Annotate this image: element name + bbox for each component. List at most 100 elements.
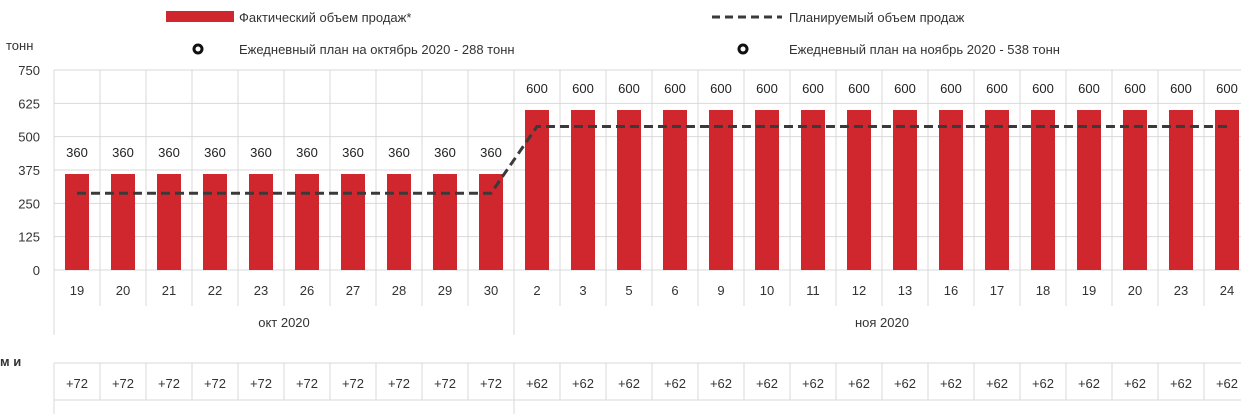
x-tick-label: 29 [438,283,452,298]
x-tick-label: 3 [579,283,586,298]
bar [1123,110,1147,270]
bar [1215,110,1239,270]
x-tick-label: 21 [162,283,176,298]
data-label: 600 [526,81,548,96]
data-label: 360 [388,145,410,160]
diff-value: +62 [664,376,686,391]
data-label: 600 [1170,81,1192,96]
data-label: 600 [802,81,824,96]
x-tick-label: 11 [806,283,820,298]
data-label: 600 [756,81,778,96]
y-tick-label: 750 [18,63,40,78]
data-label: 600 [1078,81,1100,96]
data-label: 360 [250,145,272,160]
bar [1031,110,1055,270]
data-label: 360 [342,145,364,160]
bar [295,174,319,270]
x-tick-label: 24 [1220,283,1234,298]
diff-value: +72 [66,376,88,391]
x-tick-label: 28 [392,283,406,298]
x-tick-label: 27 [346,283,360,298]
data-label: 600 [618,81,640,96]
diff-value: +62 [1078,376,1100,391]
x-tick-label: 19 [1082,283,1096,298]
diff-row: +72 +72 +72 +72 +72 +72 +72 +72 +72 +72 +62 +62 +62 +… [66,376,1238,391]
diff-value: +62 [940,376,962,391]
legend-planned-label: Планируемый объем продаж [789,10,965,25]
lower-section-label: м и [0,354,21,369]
x-tick-label: 19 [70,283,84,298]
grid [53,69,1241,414]
data-labels: 360 360 360 360 360 360 360 360 360 360 600 600 600 6… [66,81,1238,160]
legend-nov-plan-label: Ежедневный план на ноябрь 2020 - 538 тон… [789,42,1060,57]
diff-value: +72 [250,376,272,391]
bar [939,110,963,270]
bar [709,110,733,270]
bar [663,110,687,270]
bar [111,174,135,270]
bar [387,174,411,270]
y-tick-label: 375 [18,163,40,178]
y-tick-label: 625 [18,96,40,111]
data-label: 600 [1216,81,1238,96]
bar [571,110,595,270]
bar [847,110,871,270]
diff-value: +62 [1170,376,1192,391]
x-tick-label: 5 [625,283,632,298]
x-tick-label: 6 [671,283,678,298]
diff-value: +62 [802,376,824,391]
diff-value: +72 [112,376,134,391]
bar [801,110,825,270]
y-tick-label: 0 [33,263,40,278]
x-tick-label: 30 [484,283,498,298]
diff-value: +62 [848,376,870,391]
data-label: 360 [66,145,88,160]
data-label: 360 [434,145,456,160]
diff-value: +62 [1032,376,1054,391]
plan-line [77,125,1227,195]
x-tick-label: 13 [898,283,912,298]
bar [1077,110,1101,270]
data-label: 600 [664,81,686,96]
bar [479,174,503,270]
bar [617,110,641,270]
y-tick-label: 125 [18,230,40,245]
x-tick-label: 23 [254,283,268,298]
bar [341,174,365,270]
data-label: 600 [1124,81,1146,96]
diff-value: +62 [1216,376,1238,391]
legend-oct-plan-marker [192,43,204,55]
data-label: 600 [986,81,1008,96]
data-label: 360 [480,145,502,160]
bar [985,110,1009,270]
y-tick-label: 500 [18,130,40,145]
data-label: 600 [848,81,870,96]
data-label: 360 [296,145,318,160]
diff-value: +62 [618,376,640,391]
x-tick-label: 10 [760,283,774,298]
diff-value: +62 [526,376,548,391]
bar [525,110,549,270]
data-label: 600 [572,81,594,96]
data-label: 360 [158,145,180,160]
legend-actual-swatch [166,11,234,22]
diff-value: +62 [572,376,594,391]
bar [893,110,917,270]
bar [157,174,181,270]
legend-nov-plan-marker [737,43,749,55]
x-tick-label: 18 [1036,283,1050,298]
diff-value: +62 [756,376,778,391]
x-tick-label: 2 [533,283,540,298]
data-label: 600 [894,81,916,96]
data-label: 600 [710,81,732,96]
diff-value: +62 [986,376,1008,391]
bar [249,174,273,270]
x-tick-label: 17 [990,283,1004,298]
legend-oct-plan-label: Ежедневный план на октябрь 2020 - 288 то… [239,42,515,57]
diff-value: +72 [434,376,456,391]
diff-value: +62 [1124,376,1146,391]
x-tick-label: 23 [1174,283,1188,298]
y-unit-label: тонн [6,38,33,53]
